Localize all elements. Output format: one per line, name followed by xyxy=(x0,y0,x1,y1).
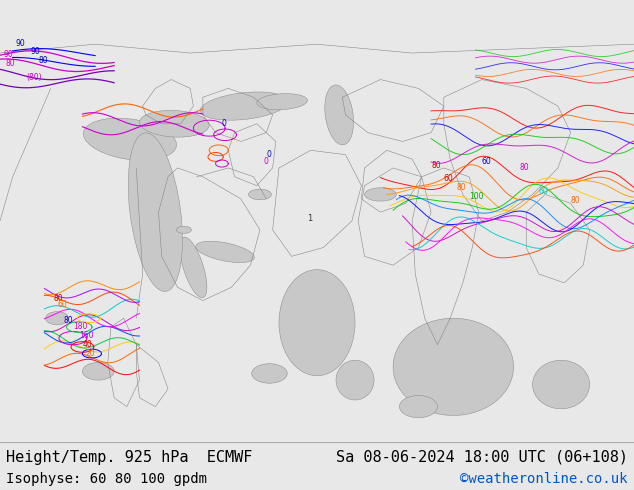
Ellipse shape xyxy=(533,360,590,409)
Text: ©weatheronline.co.uk: ©weatheronline.co.uk xyxy=(460,472,628,487)
Ellipse shape xyxy=(180,237,207,298)
Text: 40: 40 xyxy=(82,340,92,349)
Text: 80: 80 xyxy=(38,56,48,65)
Text: 90: 90 xyxy=(16,39,25,49)
Ellipse shape xyxy=(279,270,355,376)
Text: 80: 80 xyxy=(520,163,529,172)
Text: 1: 1 xyxy=(307,214,313,223)
Text: 90: 90 xyxy=(3,50,13,59)
Ellipse shape xyxy=(82,363,114,380)
Text: 80: 80 xyxy=(5,59,15,68)
Text: Sa 08-06-2024 18:00 UTC (06+108): Sa 08-06-2024 18:00 UTC (06+108) xyxy=(335,450,628,465)
Ellipse shape xyxy=(249,189,271,200)
Ellipse shape xyxy=(257,94,307,110)
Text: 100: 100 xyxy=(469,192,484,201)
Text: 80: 80 xyxy=(431,161,441,170)
Text: 0: 0 xyxy=(266,150,271,159)
Text: (80): (80) xyxy=(27,73,42,81)
Text: Isophyse: 60 80 100 gpdm: Isophyse: 60 80 100 gpdm xyxy=(6,472,207,487)
Ellipse shape xyxy=(128,133,183,292)
Text: 0: 0 xyxy=(263,156,268,166)
Text: 0: 0 xyxy=(222,119,227,128)
Ellipse shape xyxy=(84,118,176,160)
Ellipse shape xyxy=(325,85,354,145)
Ellipse shape xyxy=(393,318,514,416)
Ellipse shape xyxy=(139,110,209,137)
Text: 60: 60 xyxy=(539,188,548,196)
Text: 90: 90 xyxy=(30,48,40,56)
Text: 80: 80 xyxy=(571,196,580,205)
Ellipse shape xyxy=(399,395,437,417)
Text: 20: 20 xyxy=(86,349,95,358)
Text: 80: 80 xyxy=(63,316,73,325)
Ellipse shape xyxy=(176,226,191,233)
Ellipse shape xyxy=(200,92,288,120)
Text: 60: 60 xyxy=(444,174,453,183)
Ellipse shape xyxy=(196,241,254,263)
Text: Height/Temp. 925 hPa  ECMWF: Height/Temp. 925 hPa ECMWF xyxy=(6,450,253,465)
Ellipse shape xyxy=(46,312,68,325)
Ellipse shape xyxy=(336,360,374,400)
Text: 60: 60 xyxy=(482,156,491,166)
Text: 60: 60 xyxy=(57,300,67,309)
Text: 80: 80 xyxy=(54,294,63,302)
Text: 160: 160 xyxy=(79,331,94,340)
Ellipse shape xyxy=(252,364,287,383)
Text: 80: 80 xyxy=(456,183,466,192)
Ellipse shape xyxy=(365,188,396,201)
Text: 180: 180 xyxy=(73,322,87,331)
